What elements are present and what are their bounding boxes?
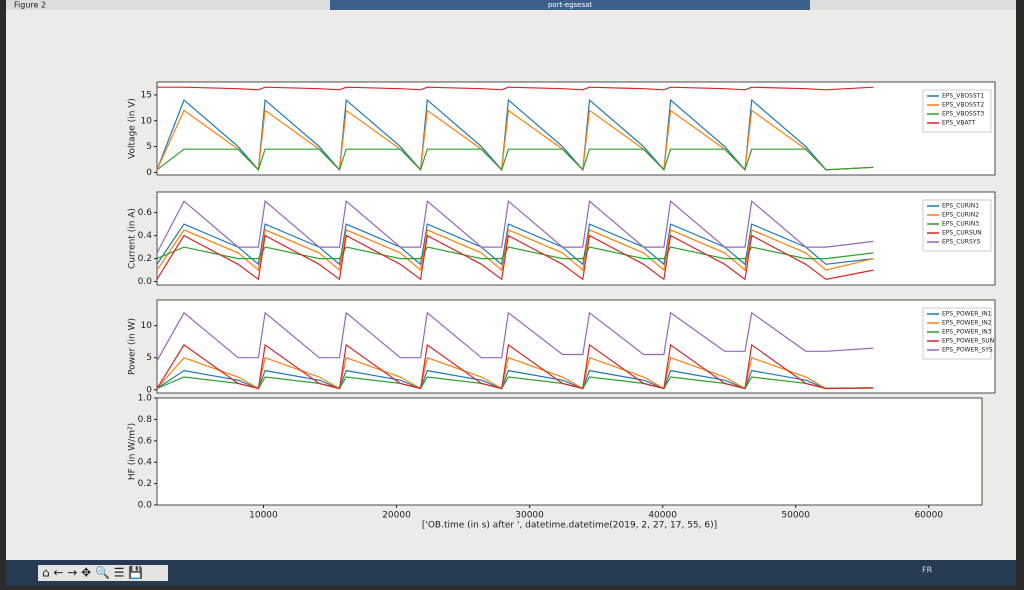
home-button[interactable]: ⌂ ← → ✥ 🔍 ☰ 💾 — [42, 565, 143, 580]
x-tick-label: 40000 — [648, 511, 677, 521]
legend-label: EPS_POWER_IN2 — [942, 320, 992, 327]
y-tick-label: 5 — [146, 142, 152, 152]
taskbar — [6, 560, 1016, 586]
y-tick-label: 0.6 — [138, 208, 153, 218]
y-tick-label: 10 — [141, 116, 153, 126]
legend: EPS_VBOSST1 EPS_VBOSST2 EPS_VBOSST3 EPS_VBA… — [922, 89, 992, 133]
y-tick-label: 0.0 — [138, 501, 153, 511]
series-line — [156, 223, 874, 266]
app-title: port-egsesat — [548, 1, 593, 9]
series-line — [156, 311, 874, 362]
legend-label: EPS_VBATT — [942, 120, 976, 127]
legend-label: EPS_POWER_SUN — [942, 338, 994, 345]
y-tick-label: 0.2 — [138, 479, 152, 489]
x-tick-label: 30000 — [515, 511, 544, 521]
legend-label: EPS_CURIN3 — [942, 221, 979, 228]
legend-label: EPS_CURIN2 — [942, 212, 979, 219]
x-tick-label: 20000 — [382, 511, 411, 521]
legend: EPS_CURIN1 EPS_CURIN2 EPS_CURIN3 EPS_CURSUN… — [922, 199, 992, 252]
y-tick-label: 0 — [146, 168, 152, 178]
series-line — [156, 200, 874, 254]
series-line — [156, 356, 874, 390]
series-line — [157, 86, 874, 91]
y-tick-label: 0.0 — [138, 277, 153, 287]
y-axis-label: Current (in A) — [128, 208, 138, 269]
legend-box — [922, 89, 992, 133]
legend-label: EPS_POWER_SYS — [942, 347, 993, 354]
y-tick-label: 10 — [141, 321, 153, 331]
language[interactable]: FR — [922, 566, 933, 575]
series-line — [156, 246, 874, 260]
y-axis-label: Power (in W) — [128, 318, 138, 375]
y-tick-label: 15 — [141, 90, 152, 100]
series-line — [156, 148, 874, 171]
legend-label: EPS_POWER_IN1 — [942, 311, 992, 318]
axes — [156, 397, 983, 506]
x-tick-label: 10000 — [249, 511, 278, 521]
axes — [156, 81, 996, 176]
y-axis-label: Voltage (in V) — [128, 98, 138, 159]
y-tick-label: 0.8 — [138, 415, 153, 425]
y-axis-label: HF (in W/m²) — [128, 423, 138, 480]
legend-label: EPS_CURIN1 — [942, 203, 979, 210]
legend-label: EPS_POWER_IN3 — [942, 329, 992, 336]
legend-label: EPS_VBOSST1 — [942, 93, 984, 100]
y-tick-label: 5 — [146, 353, 152, 363]
y-tick-label: 0.4 — [138, 231, 153, 241]
legend-label: EPS_VBOSST2 — [942, 102, 984, 109]
legend-label: EPS_VBOSST3 — [942, 111, 984, 118]
axes — [156, 191, 996, 286]
y-tick-label: 1.0 — [138, 394, 153, 404]
x-axis-label: ['OB.time (in s) after ', datetime.datet… — [422, 521, 717, 531]
toolbar[interactable]: ⌂ ← → ✥ 🔍 ☰ 💾 — [38, 565, 168, 582]
y-tick-label: 0.6 — [138, 436, 153, 446]
x-tick-label: 50000 — [781, 511, 810, 521]
x-tick-label: 60000 — [914, 511, 943, 521]
legend: EPS_POWER_IN1 EPS_POWER_IN2 EPS_POWER_IN3 E… — [922, 307, 994, 360]
y-tick-label: 0.2 — [138, 254, 152, 264]
window-title: Figure 2 — [14, 1, 46, 10]
series-line — [156, 229, 874, 272]
axes — [156, 299, 996, 394]
legend-label: EPS_CURSYS — [942, 239, 980, 246]
series-line — [156, 234, 874, 281]
toolbar-bg — [38, 565, 168, 581]
series-line — [156, 343, 874, 390]
legend-label: EPS_CURSUN — [942, 230, 982, 237]
app-title-bar — [330, 0, 810, 10]
y-tick-label: 0 — [146, 385, 152, 395]
y-tick-label: 0.4 — [138, 458, 153, 468]
